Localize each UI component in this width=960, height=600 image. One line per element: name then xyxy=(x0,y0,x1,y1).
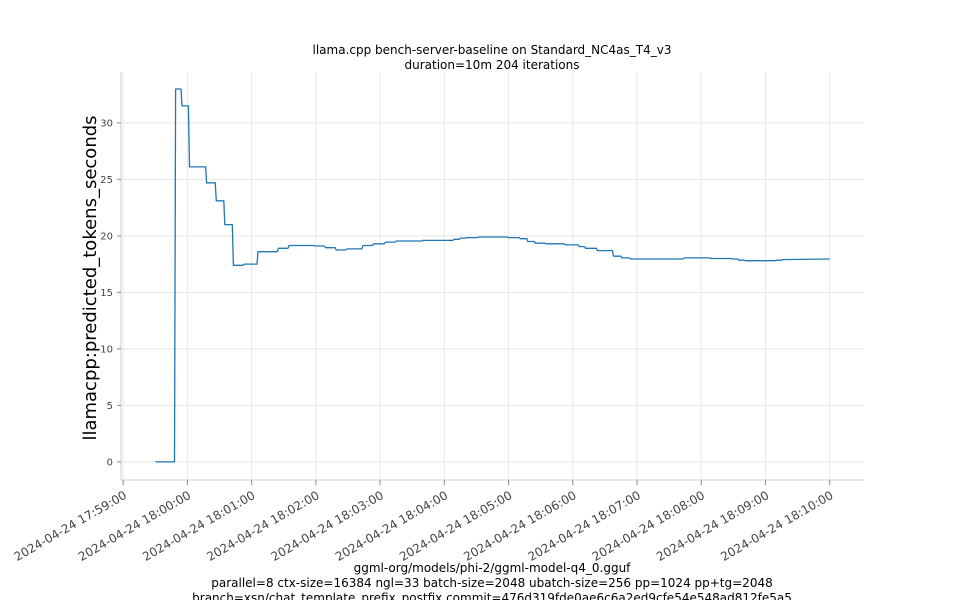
series xyxy=(155,88,830,463)
y-tick-label: 10 xyxy=(100,344,113,355)
x-tick-label: 2024-04-24 17:59:00 xyxy=(12,488,129,564)
x-tick-label: 2024-04-24 18:03:00 xyxy=(269,488,386,564)
y-tick-label: 5 xyxy=(107,401,113,412)
x-tick-label: 2024-04-24 18:01:00 xyxy=(140,488,257,564)
x-tick-label: 2024-04-24 18:08:00 xyxy=(590,488,707,564)
y-tick-label: 25 xyxy=(100,175,113,186)
x-tick-label: 2024-04-24 18:06:00 xyxy=(461,488,578,564)
x-axis-label-line: parallel=8 ctx-size=16384 ngl=33 batch-s… xyxy=(211,576,772,590)
axes xyxy=(120,72,864,481)
y-tick-label: 0 xyxy=(107,457,113,468)
y-axis-label: llamacpp:predicted_tokens_seconds xyxy=(80,115,101,440)
chart-subtitle-line: duration=10m 204 iterations xyxy=(405,58,580,72)
x-axis-label-line: branch=xsn/chat_template_prefix_postfix … xyxy=(192,591,792,600)
x-axis-label-line: ggml-org/models/phi-2/ggml-model-q4_0.gg… xyxy=(354,561,632,575)
series-line xyxy=(155,88,830,463)
chart-title: llama.cpp bench-server-baseline on Stand… xyxy=(313,43,672,72)
y-tick-label: 30 xyxy=(100,118,113,129)
y-tick-label: 20 xyxy=(100,231,113,242)
x-tick-label: 2024-04-24 18:05:00 xyxy=(397,488,514,564)
y-tick-label: 15 xyxy=(100,288,113,299)
chart-title-line: llama.cpp bench-server-baseline on Stand… xyxy=(313,43,672,57)
x-tick-label: 2024-04-24 18:07:00 xyxy=(526,488,643,564)
x-tick-label: 2024-04-24 18:02:00 xyxy=(204,488,321,564)
x-axis-label: ggml-org/models/phi-2/ggml-model-q4_0.gg… xyxy=(192,561,792,600)
x-tick-label: 2024-04-24 18:10:00 xyxy=(718,488,835,564)
grid xyxy=(121,72,864,480)
y-ticks: 0 5 10 15 20 25 30 xyxy=(100,118,121,468)
x-tick-label: 2024-04-24 18:09:00 xyxy=(654,488,771,564)
x-tick-label: 2024-04-24 18:04:00 xyxy=(333,488,450,564)
x-tick-label: 2024-04-24 18:00:00 xyxy=(76,488,193,564)
